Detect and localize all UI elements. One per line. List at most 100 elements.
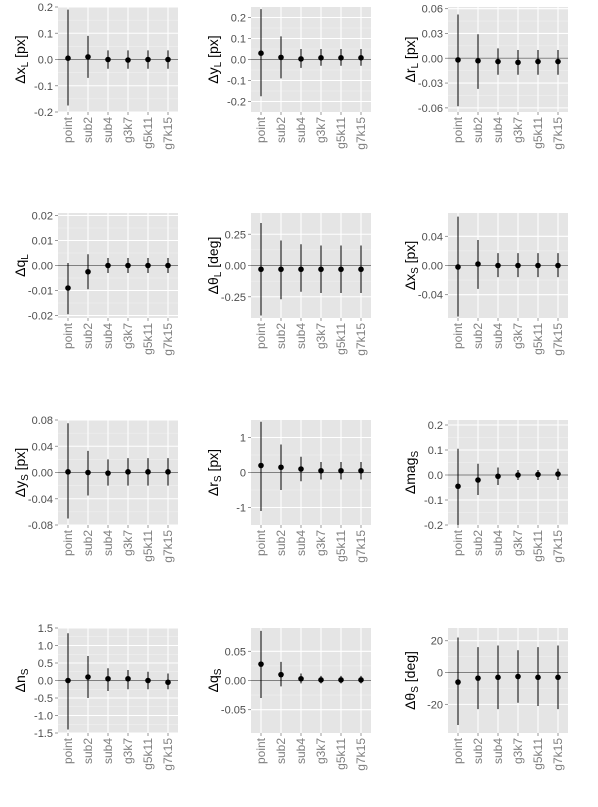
x-tick-label: g3k7 bbox=[511, 530, 525, 556]
data-point bbox=[145, 677, 151, 684]
y-tick-label: 0.00 bbox=[32, 261, 53, 273]
x-tick-label: g3k7 bbox=[121, 530, 135, 556]
x-tick-label: g5k11 bbox=[334, 530, 348, 562]
data-point bbox=[318, 677, 324, 683]
x-tick-label: sub2 bbox=[81, 323, 95, 349]
y-tick-label: 0.2 bbox=[231, 13, 246, 25]
y-tick-label: -0.08 bbox=[28, 520, 53, 532]
x-tick-label: g7k15 bbox=[354, 738, 368, 771]
x-tick-label: g5k11 bbox=[531, 117, 545, 149]
x-tick-label: sub4 bbox=[491, 738, 505, 764]
y-tick-label: 0 bbox=[437, 668, 443, 680]
x-tick-label: sub4 bbox=[491, 530, 505, 556]
y-tick-label: 0.1 bbox=[231, 34, 246, 46]
chart-panel: -1 0 1 point sub2 sub4 g3k7 g5k11 g7k15 ΔrS [px] bbox=[205, 420, 371, 563]
y-tick-label: 1 bbox=[240, 433, 246, 445]
data-point bbox=[515, 262, 521, 269]
y-tick-label: -0.5 bbox=[34, 693, 53, 705]
y-axis-label: ΔmagS bbox=[402, 451, 421, 495]
x-tick-label: g7k15 bbox=[161, 738, 175, 771]
x-tick-label: g3k7 bbox=[511, 117, 525, 143]
x-tick-label: point bbox=[451, 529, 465, 556]
y-tick-label: -1 bbox=[236, 503, 246, 515]
data-point bbox=[535, 674, 541, 681]
x-tick-label: g7k15 bbox=[161, 117, 175, 150]
y-axis-label: ΔrS [px] bbox=[205, 449, 224, 496]
x-tick-label: point bbox=[451, 116, 465, 143]
y-tick-label: 1.0 bbox=[38, 641, 53, 653]
y-tick-label: 0.04 bbox=[32, 441, 53, 453]
y-tick-label: 0.0 bbox=[231, 55, 246, 67]
data-point bbox=[125, 57, 131, 63]
chart-panel: -0.2 -0.1 0.0 0.1 0.2 point sub2 sub4 g3k7 g5k11 g… bbox=[12, 2, 178, 150]
y-tick-label: 0.02 bbox=[32, 211, 53, 223]
x-tick-label: sub4 bbox=[294, 323, 308, 349]
data-point bbox=[475, 477, 481, 483]
data-point bbox=[125, 262, 131, 269]
chart-panel: -0.2 -0.1 0.0 0.1 0.2 point sub2 sub4 g3k7 g5k11 g… bbox=[402, 420, 568, 563]
x-tick-label: point bbox=[254, 322, 268, 349]
x-tick-label: point bbox=[254, 116, 268, 143]
y-tick-label: -20 bbox=[427, 699, 443, 711]
chart-panel: -20 0 20 point sub2 sub4 g3k7 g5k11 g7k15 ΔθS [de… bbox=[402, 628, 568, 771]
y-axis-label: ΔθL [deg] bbox=[205, 237, 224, 295]
data-point bbox=[65, 677, 71, 684]
x-tick-label: g5k11 bbox=[141, 117, 155, 149]
y-tick-label: 0.03 bbox=[422, 28, 443, 40]
data-point bbox=[358, 467, 364, 474]
y-tick-label: 0.04 bbox=[422, 231, 443, 243]
x-tick-label: g5k11 bbox=[531, 738, 545, 770]
x-tick-label: g3k7 bbox=[314, 738, 328, 764]
y-tick-label: 0.1 bbox=[38, 28, 53, 40]
y-tick-label: 0.1 bbox=[428, 445, 443, 457]
y-tick-label: 0.0 bbox=[38, 55, 53, 67]
x-tick-label: g5k11 bbox=[531, 323, 545, 355]
y-tick-label: -1.0 bbox=[34, 711, 53, 723]
data-point bbox=[555, 262, 561, 269]
x-tick-label: sub2 bbox=[81, 738, 95, 764]
plot-background bbox=[448, 420, 568, 525]
x-tick-label: point bbox=[254, 529, 268, 556]
plot-background bbox=[448, 7, 568, 112]
y-tick-label: -0.03 bbox=[418, 78, 443, 90]
data-point bbox=[515, 673, 521, 680]
data-point bbox=[535, 58, 541, 65]
x-tick-label: g5k11 bbox=[334, 117, 348, 149]
x-tick-label: g3k7 bbox=[511, 323, 525, 349]
data-point bbox=[495, 674, 501, 681]
data-point bbox=[65, 55, 71, 61]
y-tick-label: 0.00 bbox=[422, 53, 443, 65]
data-point bbox=[318, 55, 324, 61]
data-point bbox=[358, 677, 364, 683]
data-point bbox=[298, 56, 304, 62]
data-point bbox=[298, 675, 304, 682]
y-tick-label: -0.25 bbox=[221, 292, 246, 304]
data-point bbox=[258, 661, 264, 667]
y-tick-label: -0.1 bbox=[424, 495, 443, 507]
data-point bbox=[105, 470, 111, 476]
y-axis-label: ΔqL bbox=[12, 254, 31, 277]
y-axis-label: ΔqS bbox=[205, 668, 224, 692]
y-tick-label: -1.5 bbox=[34, 728, 53, 740]
data-point bbox=[515, 472, 521, 478]
x-tick-label: sub2 bbox=[471, 530, 485, 556]
y-axis-label: ΔrL [px] bbox=[402, 36, 421, 82]
y-tick-label: 20 bbox=[431, 636, 443, 648]
y-tick-label: 0.00 bbox=[32, 468, 53, 480]
data-point bbox=[85, 268, 91, 275]
data-point bbox=[258, 50, 264, 56]
x-tick-label: point bbox=[451, 737, 465, 764]
data-point bbox=[85, 674, 91, 680]
y-tick-label: -0.02 bbox=[28, 311, 53, 323]
x-tick-label: g3k7 bbox=[314, 117, 328, 143]
y-tick-label: -0.01 bbox=[28, 286, 53, 298]
data-point bbox=[65, 469, 71, 475]
x-tick-label: sub2 bbox=[274, 738, 288, 764]
data-point bbox=[85, 54, 91, 60]
data-point bbox=[125, 675, 131, 682]
x-tick-label: g3k7 bbox=[511, 738, 525, 764]
y-tick-label: -0.05 bbox=[221, 705, 246, 717]
x-tick-label: g7k15 bbox=[161, 530, 175, 563]
x-tick-label: g7k15 bbox=[354, 117, 368, 150]
